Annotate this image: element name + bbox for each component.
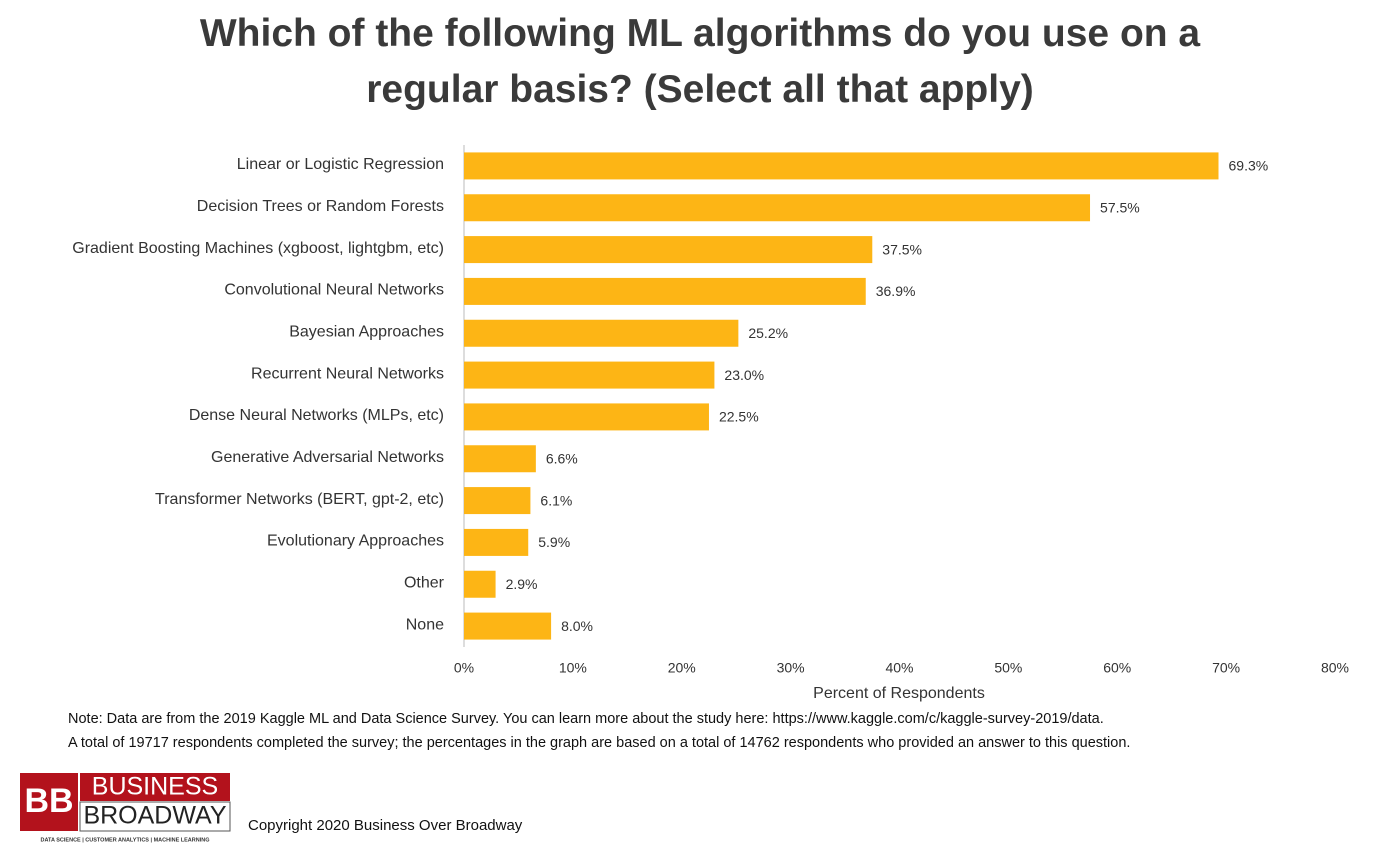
logo: BB BUSINESS BROADWAY DATA SCIENCE | CUST… (20, 773, 231, 843)
y-tick-label: Linear or Logistic Regression (237, 156, 444, 173)
x-tick-label: 0% (454, 660, 474, 676)
y-tick-label: Bayesian Approaches (289, 323, 444, 340)
y-tick-label: Gradient Boosting Machines (xgboost, lig… (72, 240, 444, 257)
value-label: 37.5% (882, 241, 922, 257)
logo-box (79, 801, 231, 832)
x-tick-label: 10% (559, 660, 587, 676)
bar (464, 319, 739, 347)
bar (464, 487, 531, 515)
value-label: 5.9% (538, 534, 570, 550)
bar (464, 277, 866, 305)
x-tick-label: 50% (994, 660, 1022, 676)
x-axis-label: Percent of Respondents (813, 685, 985, 702)
x-tick-label: 20% (668, 660, 696, 676)
logo-line1: BUSINESS (92, 773, 218, 801)
x-tick-label: 40% (885, 660, 913, 676)
bar (464, 194, 1091, 222)
bar (464, 361, 715, 389)
y-tick-label: None (406, 616, 444, 633)
bar (464, 612, 552, 640)
bar (464, 445, 536, 473)
y-tick-label: Transformer Networks (BERT, gpt-2, etc) (155, 491, 444, 508)
y-tick-label: Convolutional Neural Networks (224, 282, 444, 299)
x-tick-label: 70% (1212, 660, 1240, 676)
y-tick-label: Decision Trees or Random Forests (197, 198, 444, 215)
note: A total of 19717 respondents completed t… (68, 735, 1131, 751)
copyright: Copyright 2020 Business Over Broadway (248, 817, 523, 834)
value-label: 69.3% (1229, 158, 1269, 174)
y-tick-label: Dense Neural Networks (MLPs, etc) (189, 407, 444, 424)
value-label: 36.9% (876, 283, 916, 299)
value-label: 6.6% (546, 450, 578, 466)
bar (464, 528, 529, 556)
value-label: 22.5% (719, 409, 759, 425)
logo-mark: BB (24, 782, 73, 820)
y-tick-label: Generative Adversarial Networks (211, 449, 444, 466)
value-label: 8.0% (561, 618, 593, 634)
y-tick-label: Other (404, 574, 445, 591)
bar (464, 570, 496, 598)
chart-title: Which of the following ML algorithms do … (199, 12, 1201, 111)
value-label: 2.9% (506, 576, 538, 592)
x-tick-label: 30% (777, 660, 805, 676)
bar (464, 236, 873, 264)
bar (464, 152, 1219, 180)
value-label: 25.2% (748, 325, 788, 341)
x-tick-label: 60% (1103, 660, 1131, 676)
logo-line2: BROADWAY (83, 802, 226, 830)
logo-tagline: DATA SCIENCE | CUSTOMER ANALYTICS | MACH… (40, 837, 209, 843)
logo-band (80, 773, 230, 801)
value-label: 6.1% (540, 492, 572, 508)
y-tick-label: Recurrent Neural Networks (251, 365, 444, 382)
note: Note: Data are from the 2019 Kaggle ML a… (68, 711, 1104, 727)
x-tick-label: 80% (1321, 660, 1349, 676)
value-label: 57.5% (1100, 199, 1140, 215)
logo-mark-bg (20, 773, 78, 831)
bar (464, 403, 709, 431)
value-label: 23.0% (724, 367, 764, 383)
y-tick-label: Evolutionary Approaches (267, 533, 444, 550)
